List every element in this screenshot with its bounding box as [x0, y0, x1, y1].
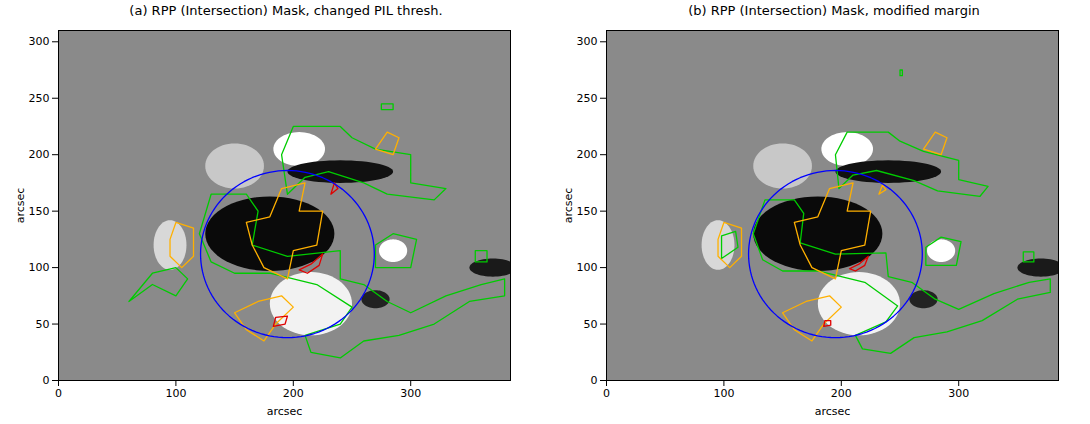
svg-text:0: 0	[603, 387, 610, 400]
svg-text:150: 150	[29, 205, 50, 218]
svg-text:250: 250	[29, 92, 50, 105]
svg-text:100: 100	[713, 387, 734, 400]
svg-text:300: 300	[400, 387, 421, 400]
html-text:(b) RPP (Intersection) Mask, m: (b) RPP (Intersection) Mask, modified ma…	[688, 3, 980, 18]
svg-text:50: 50	[584, 318, 598, 331]
svg-text:0: 0	[55, 387, 62, 400]
svg-text:arcsec: arcsec	[267, 405, 303, 418]
svg-text:100: 100	[165, 387, 186, 400]
svg-text:50: 50	[36, 318, 50, 331]
svg-text:arcsec: arcsec	[815, 405, 851, 418]
svg-text:200: 200	[29, 148, 50, 161]
svg-text:0: 0	[591, 374, 598, 387]
svg-text:300: 300	[577, 35, 598, 48]
svg-text:arcsec: arcsec	[14, 188, 27, 224]
svg-text:200: 200	[831, 387, 852, 400]
svg-text:150: 150	[577, 205, 598, 218]
svg-text:arcsec: arcsec	[562, 188, 575, 224]
svg-text:0: 0	[43, 374, 50, 387]
svg-text:300: 300	[948, 387, 969, 400]
svg-text:250: 250	[577, 92, 598, 105]
svg-text:200: 200	[283, 387, 304, 400]
html-text:(a) RPP (Intersection) Mask, c: (a) RPP (Intersection) Mask, changed PIL…	[129, 3, 443, 18]
svg-text:100: 100	[29, 261, 50, 274]
svg-text:100: 100	[577, 261, 598, 274]
svg-text:300: 300	[29, 35, 50, 48]
svg-text:200: 200	[577, 148, 598, 161]
